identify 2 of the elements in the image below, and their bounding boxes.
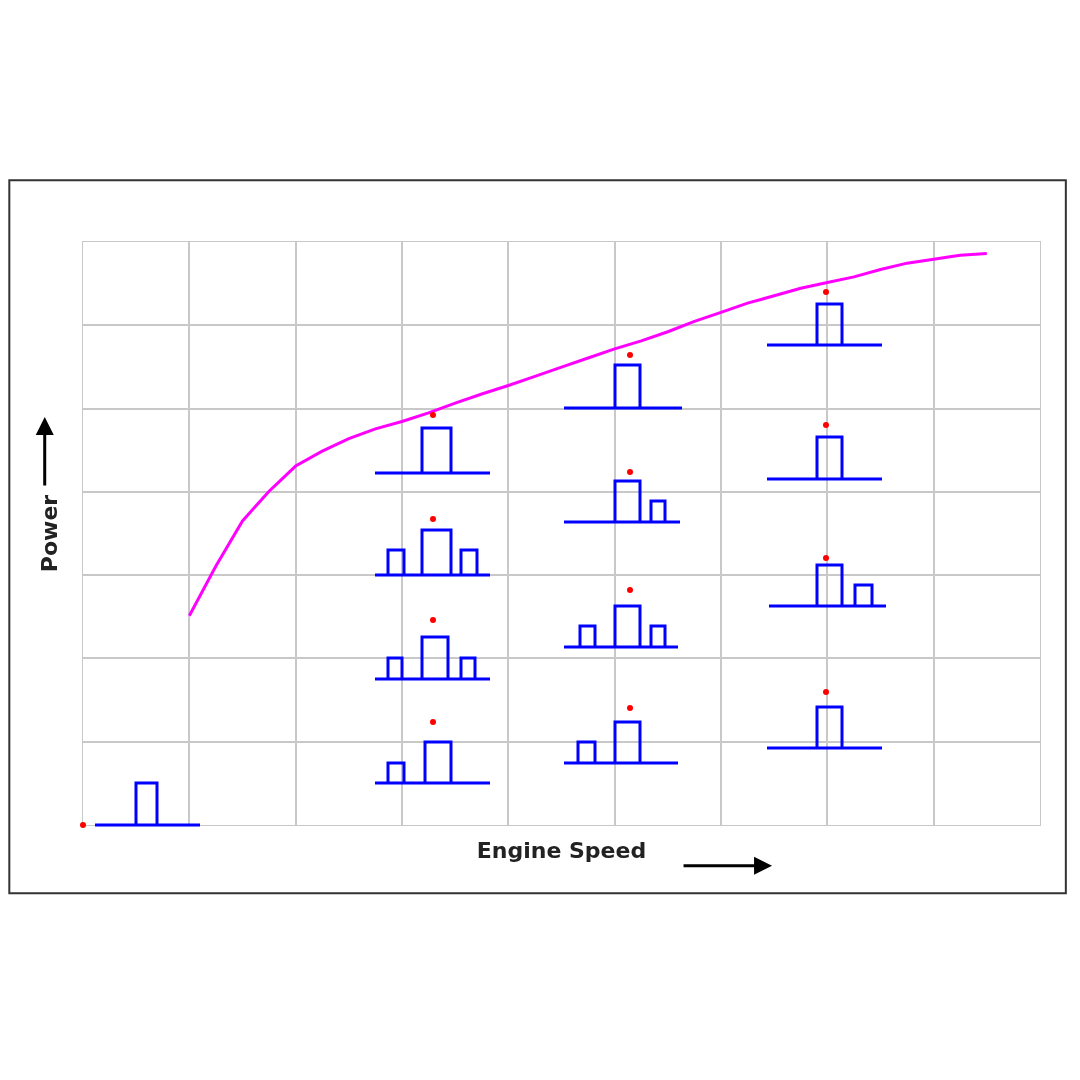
x-axis-title: Engine Speed bbox=[476, 838, 647, 864]
y-axis-title: Power bbox=[36, 494, 62, 573]
